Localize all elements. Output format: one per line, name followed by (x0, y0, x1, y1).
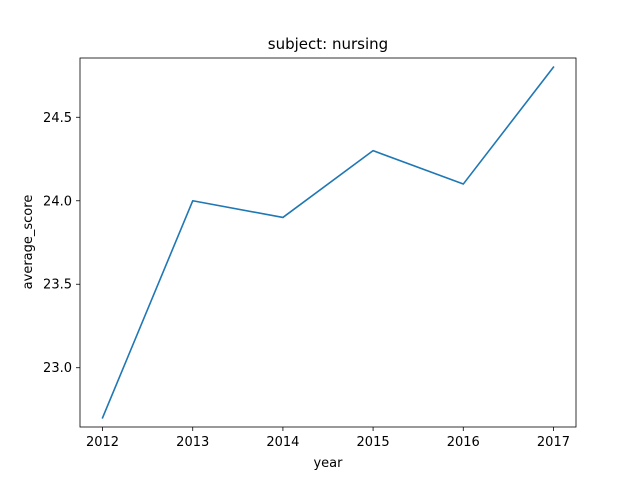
y-axis-ticks: 23.0 23.5 24.0 24.5 (43, 111, 80, 376)
x-tick-label: 2017 (537, 435, 570, 450)
x-axis-label: year (313, 456, 343, 471)
x-tick-label: 2014 (266, 435, 299, 450)
x-tick-label: 2013 (176, 435, 209, 450)
plot-area (79, 57, 577, 428)
series-line-average-score (101, 66, 555, 419)
x-tick-label: 2012 (86, 435, 119, 450)
y-tick-label: 23.5 (43, 278, 72, 293)
y-axis-label: average_score (21, 195, 36, 290)
chart-title: subject: nursing (268, 35, 388, 53)
x-tick-label: 2015 (357, 435, 390, 450)
y-tick-label: 23.0 (43, 361, 72, 376)
y-tick-label: 24.5 (43, 111, 72, 126)
x-tick-label: 2016 (447, 435, 480, 450)
y-tick-label: 24.0 (43, 194, 72, 209)
x-axis-ticks: 2012 2013 2014 2015 2016 2017 (86, 427, 570, 450)
